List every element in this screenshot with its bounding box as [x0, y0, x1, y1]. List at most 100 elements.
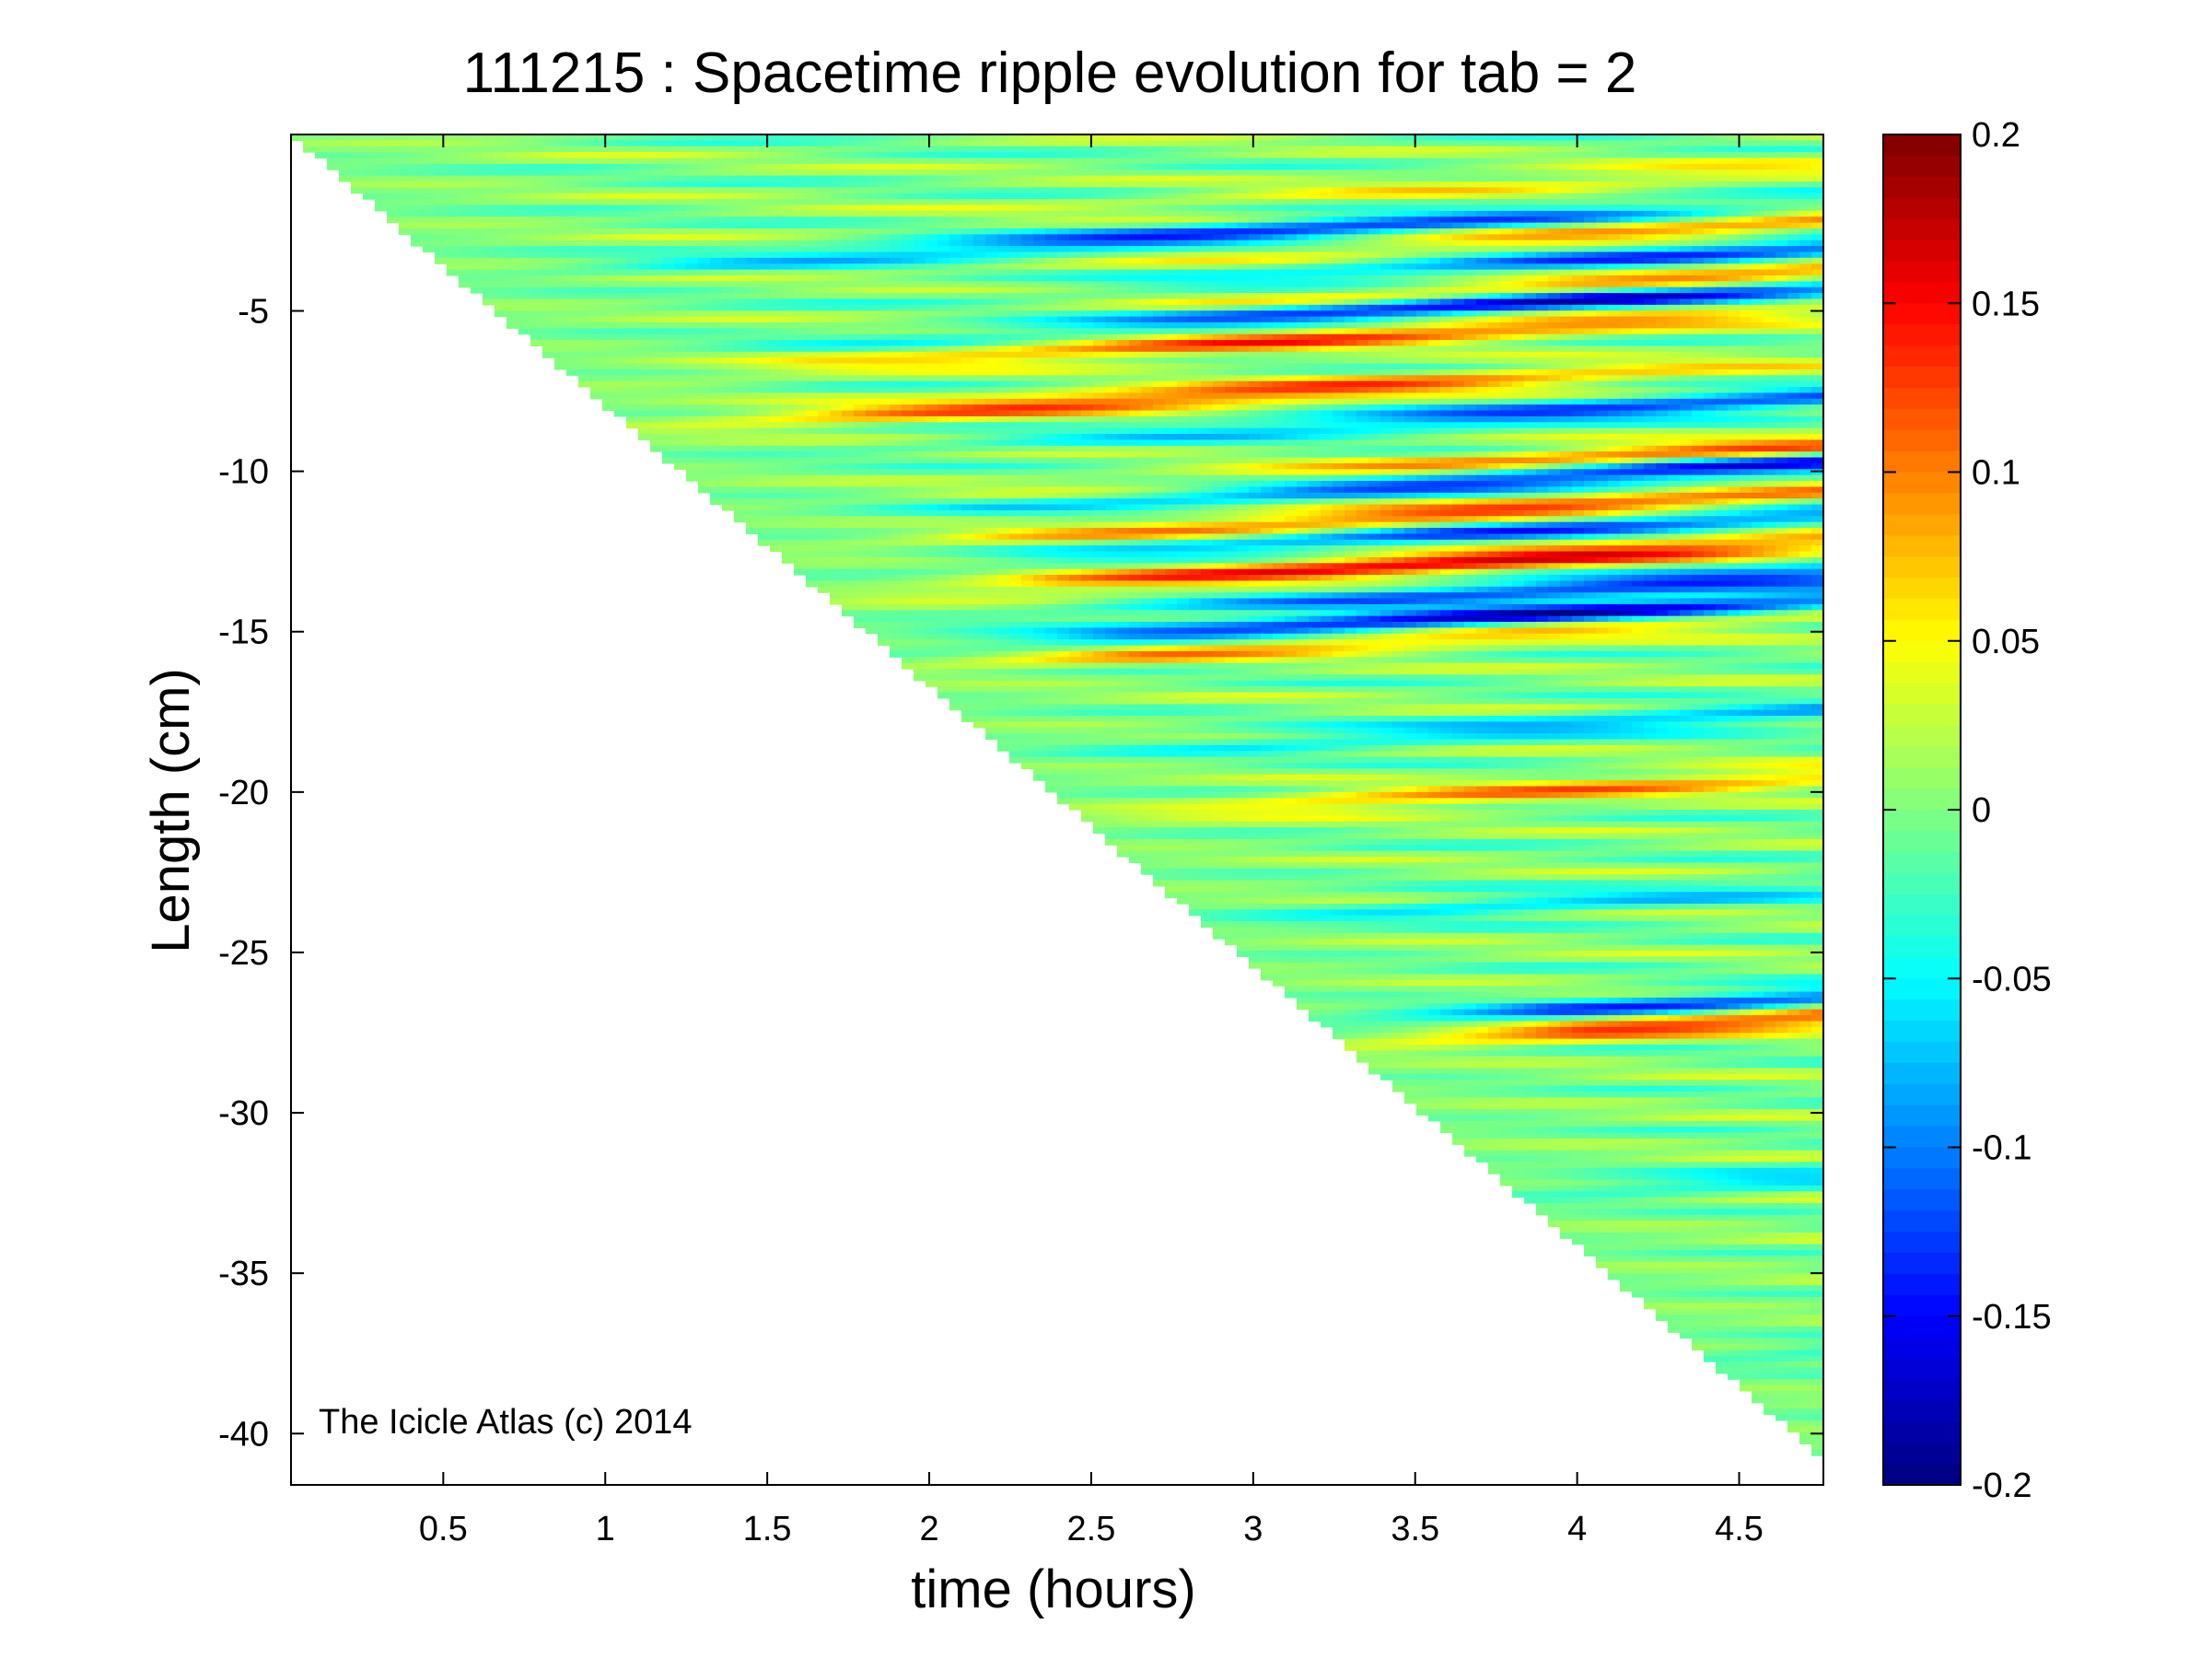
heatmap-cell — [1081, 486, 1094, 494]
heatmap-cell — [1021, 222, 1034, 229]
heatmap-cell — [997, 199, 1010, 206]
heatmap-cell — [914, 298, 926, 306]
heatmap-cell — [937, 246, 950, 253]
heatmap-cell — [1117, 298, 1130, 306]
heatmap-cell — [1141, 457, 1154, 464]
heatmap-cell — [1165, 586, 1178, 593]
heatmap-cell — [1165, 281, 1178, 288]
heatmap-cell — [1105, 810, 1118, 816]
heatmap-cell — [662, 199, 675, 206]
heatmap-cell — [1153, 398, 1166, 405]
heatmap-cell — [1069, 199, 1082, 206]
heatmap-cell — [830, 387, 843, 394]
heatmap-cell — [1081, 240, 1094, 247]
heatmap-cell — [1117, 498, 1130, 506]
heatmap-cell — [542, 340, 555, 347]
heatmap-cell — [1081, 815, 1094, 823]
heatmap-cell — [1177, 516, 1190, 523]
heatmap-cell — [1117, 462, 1130, 470]
heatmap-cell — [626, 234, 639, 241]
heatmap-cell — [1141, 410, 1154, 417]
heatmap-cell — [1165, 293, 1178, 300]
heatmap-cell — [973, 251, 986, 259]
heatmap-cell — [483, 251, 495, 259]
heatmap-cell — [1141, 486, 1154, 494]
heatmap-cell — [854, 568, 867, 576]
heatmap-cell — [961, 662, 974, 670]
heatmap-cell — [914, 434, 926, 441]
heatmap-cell — [842, 316, 855, 323]
heatmap-cell — [614, 328, 627, 335]
heatmap-cell — [686, 333, 699, 341]
heatmap-cell — [1105, 633, 1118, 640]
heatmap-cell — [1009, 392, 1022, 400]
heatmap-cell — [1057, 357, 1070, 365]
heatmap-cell — [1033, 768, 1046, 776]
heatmap-cell — [686, 204, 699, 212]
heatmap-cell — [1009, 340, 1022, 347]
heatmap-cell — [327, 158, 340, 165]
heatmap-cell — [1093, 351, 1106, 358]
heatmap-cell — [542, 193, 555, 200]
heatmap-cell — [878, 622, 891, 628]
heatmap-cell — [902, 363, 914, 370]
heatmap-cell — [495, 222, 507, 229]
heatmap-cell — [662, 392, 675, 400]
heatmap-cell — [1141, 528, 1154, 535]
heatmap-cell — [1093, 733, 1106, 741]
heatmap-cell — [590, 246, 603, 253]
heatmap-cell — [1069, 751, 1082, 758]
heatmap-cell — [1009, 345, 1022, 353]
heatmap-cell — [1153, 686, 1166, 694]
heatmap-cell — [830, 445, 843, 452]
heatmap-cell — [459, 134, 472, 141]
heatmap-cell — [1177, 598, 1190, 605]
heatmap-cell — [471, 158, 483, 165]
heatmap-cell — [830, 586, 843, 593]
heatmap-cell — [1105, 798, 1118, 805]
heatmap-cell — [1129, 257, 1142, 264]
heatmap-cell — [878, 380, 891, 388]
heatmap-cell — [854, 275, 867, 282]
heatmap-cell — [530, 281, 543, 288]
heatmap-cell — [1045, 686, 1058, 694]
heatmap-cell — [878, 509, 891, 517]
heatmap-cell — [1057, 474, 1070, 482]
heatmap-cell — [973, 603, 986, 611]
heatmap-cell — [985, 298, 998, 306]
heatmap-cell — [423, 228, 436, 235]
heatmap-cell — [949, 686, 962, 694]
heatmap-cell — [698, 163, 711, 170]
heatmap-cell — [447, 222, 460, 229]
heatmap-cell — [1069, 615, 1082, 623]
heatmap-cell — [1117, 739, 1130, 746]
heatmap-cell — [1033, 375, 1046, 382]
heatmap-cell — [614, 275, 627, 282]
heatmap-cell — [926, 662, 938, 670]
heatmap-cell — [937, 445, 950, 452]
heatmap-cell — [495, 269, 507, 276]
heatmap-cell — [399, 175, 412, 182]
heatmap-cell — [782, 481, 795, 488]
heatmap-cell — [866, 462, 879, 470]
heatmap-cell — [961, 310, 974, 318]
heatmap-cell — [746, 415, 759, 423]
heatmap-cell — [949, 627, 962, 635]
heatmap-cell — [1153, 498, 1166, 506]
heatmap-cell — [1177, 803, 1190, 811]
heatmap-cell — [614, 216, 627, 224]
heatmap-cell — [890, 575, 902, 582]
heatmap-cell — [782, 363, 795, 370]
heatmap-cell — [1117, 140, 1130, 147]
heatmap-cell — [902, 240, 914, 247]
heatmap-cell — [566, 269, 579, 276]
heatmap-cell — [698, 310, 711, 318]
heatmap-cell — [710, 310, 723, 318]
heatmap-cell — [770, 181, 783, 188]
heatmap-cell — [1069, 357, 1082, 365]
heatmap-cell — [866, 216, 879, 224]
heatmap-cell — [878, 210, 891, 217]
heatmap-cell — [530, 304, 543, 311]
heatmap-cell — [1045, 286, 1058, 294]
heatmap-cell — [997, 744, 1010, 752]
